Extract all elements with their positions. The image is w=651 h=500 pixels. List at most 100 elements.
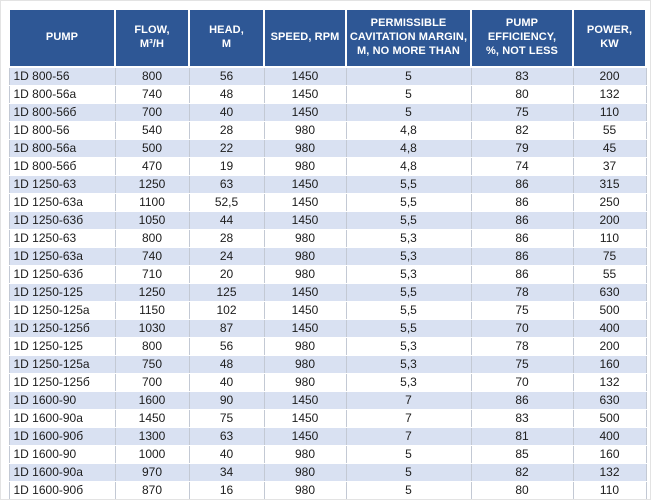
cell-flow: 1030: [114, 319, 190, 338]
cell-head: 125: [188, 283, 265, 302]
cell-speed: 1450: [263, 427, 347, 446]
cell-speed: 980: [263, 481, 347, 499]
cell-power: 110: [572, 229, 647, 248]
cell-efficiency: 86: [470, 247, 574, 266]
table-row: 1D 1250-63 800 28 980 5,3 86 110: [8, 229, 647, 248]
cell-head: 63: [188, 427, 265, 446]
cell-power: 200: [572, 337, 647, 356]
cell-efficiency: 86: [470, 391, 574, 410]
column-header-power: POWER, KW: [572, 8, 647, 68]
table-row: 1D 1250-125б 700 40 980 5,3 70 132: [8, 373, 647, 392]
cell-speed: 1450: [263, 66, 347, 86]
cell-speed: 980: [263, 157, 347, 176]
cell-pump: 1D 800-56б: [8, 157, 116, 176]
cell-speed: 980: [263, 265, 347, 284]
cell-flow: 750: [114, 355, 190, 374]
table-row: 1D 1250-125 1250 125 1450 5,5 78 630: [8, 283, 647, 302]
cell-pump: 1D 1250-125a: [8, 355, 116, 374]
cell-pump: 1D 1600-90a: [8, 409, 116, 428]
cell-pump: 1D 1250-125: [8, 337, 116, 356]
table-row: 1D 1250-63б 1050 44 1450 5,5 86 200: [8, 211, 647, 230]
cell-power: 630: [572, 391, 647, 410]
cell-cavitation: 5,5: [345, 175, 472, 194]
table-row: 1D 1250-63a 740 24 980 5,3 86 75: [8, 247, 647, 266]
cell-flow: 710: [114, 265, 190, 284]
cell-head: 19: [188, 157, 265, 176]
cell-flow: 800: [114, 229, 190, 248]
cell-cavitation: 5: [345, 103, 472, 122]
cell-head: 34: [188, 463, 265, 482]
cell-efficiency: 80: [470, 481, 574, 499]
column-header-speed: SPEED, RPM: [263, 8, 347, 68]
cell-power: 132: [572, 85, 647, 104]
cell-flow: 500: [114, 139, 190, 158]
cell-cavitation: 4,8: [345, 139, 472, 158]
cell-cavitation: 4,8: [345, 121, 472, 140]
cell-pump: 1D 1250-63a: [8, 193, 116, 212]
cell-power: 160: [572, 445, 647, 464]
cell-efficiency: 70: [470, 319, 574, 338]
cell-head: 40: [188, 373, 265, 392]
cell-flow: 1150: [114, 301, 190, 320]
cell-power: 55: [572, 265, 647, 284]
cell-speed: 980: [263, 373, 347, 392]
column-header-pump: PUMP: [8, 8, 116, 68]
cell-head: 40: [188, 103, 265, 122]
cell-cavitation: 4,8: [345, 157, 472, 176]
cell-power: 55: [572, 121, 647, 140]
cell-speed: 1450: [263, 85, 347, 104]
table-row: 1D 1600-90a 970 34 980 5 82 132: [8, 463, 647, 482]
cell-power: 132: [572, 373, 647, 392]
cell-pump: 1D 1600-90: [8, 391, 116, 410]
cell-cavitation: 5,5: [345, 211, 472, 230]
cell-cavitation: 7: [345, 391, 472, 410]
table-row: 1D 1600-90б 870 16 980 5 80 110: [8, 481, 647, 499]
table-row: 1D 800-56 540 28 980 4,8 82 55: [8, 121, 647, 140]
cell-pump: 1D 1600-90б: [8, 481, 116, 499]
cell-pump: 1D 1600-90a: [8, 463, 116, 482]
cell-flow: 700: [114, 103, 190, 122]
cell-efficiency: 75: [470, 301, 574, 320]
cell-cavitation: 5: [345, 445, 472, 464]
cell-cavitation: 5: [345, 481, 472, 499]
cell-head: 44: [188, 211, 265, 230]
cell-cavitation: 5,5: [345, 283, 472, 302]
cell-efficiency: 82: [470, 463, 574, 482]
cell-speed: 1450: [263, 301, 347, 320]
cell-power: 200: [572, 211, 647, 230]
cell-cavitation: 5,3: [345, 337, 472, 356]
cell-pump: 1D 1250-63a: [8, 247, 116, 266]
cell-head: 28: [188, 121, 265, 140]
cell-pump: 1D 1250-125: [8, 283, 116, 302]
cell-power: 630: [572, 283, 647, 302]
cell-power: 315: [572, 175, 647, 194]
cell-cavitation: 5,3: [345, 355, 472, 374]
cell-power: 200: [572, 66, 647, 86]
cell-head: 56: [188, 337, 265, 356]
cell-cavitation: 5,3: [345, 247, 472, 266]
header-row: PUMP FLOW, M³/H HEAD, M SPEED, RPM PERMI…: [8, 8, 647, 68]
cell-flow: 1250: [114, 283, 190, 302]
cell-head: 48: [188, 355, 265, 374]
table-header: PUMP FLOW, M³/H HEAD, M SPEED, RPM PERMI…: [8, 8, 647, 68]
cell-speed: 980: [263, 139, 347, 158]
cell-power: 45: [572, 139, 647, 158]
table-row: 1D 1600-90б 1300 63 1450 7 81 400: [8, 427, 647, 446]
cell-efficiency: 80: [470, 85, 574, 104]
pump-table-body: 1D 800-56 800 56 1450 5 83 200 1D 800-56a 740 48 1…: [8, 66, 647, 499]
table-row: 1D 800-56a 500 22 980 4,8 79 45: [8, 139, 647, 158]
cell-pump: 1D 1250-63: [8, 175, 116, 194]
cell-head: 16: [188, 481, 265, 499]
column-header-cavitation: PERMISSIBLE CAVITATION MARGIN, M, NO MOR…: [345, 8, 472, 68]
cell-power: 500: [572, 409, 647, 428]
cell-flow: 800: [114, 337, 190, 356]
cell-speed: 1450: [263, 175, 347, 194]
table-row: 1D 1250-125б 1030 87 1450 5,5 70 400: [8, 319, 647, 338]
cell-efficiency: 79: [470, 139, 574, 158]
cell-power: 500: [572, 301, 647, 320]
table-row: 1D 800-56б 700 40 1450 5 75 110: [8, 103, 647, 122]
table-row: 1D 1250-63б 710 20 980 5,3 86 55: [8, 265, 647, 284]
cell-flow: 1250: [114, 175, 190, 194]
cell-flow: 540: [114, 121, 190, 140]
